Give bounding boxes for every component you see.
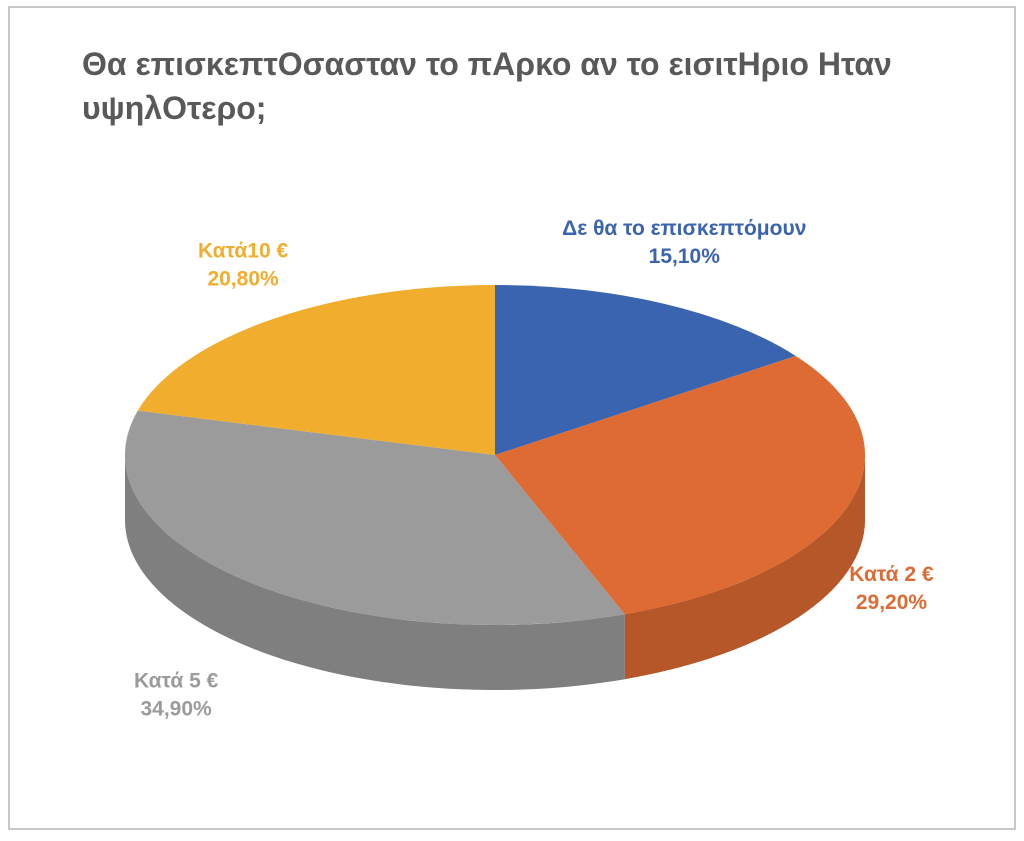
slice-top bbox=[495, 285, 796, 455]
slice bbox=[495, 285, 796, 455]
data-label-name: Κατά10 € bbox=[198, 240, 288, 263]
data-label-name: Κατά 5 € bbox=[134, 670, 219, 693]
slice bbox=[495, 355, 866, 680]
slice bbox=[137, 285, 496, 455]
data-label-name: Κατά 2 € bbox=[849, 563, 934, 586]
slice-side bbox=[624, 455, 865, 680]
data-label-value: 34,90% bbox=[140, 698, 212, 721]
data-label-name: Δε θα το επισκεπτόμουν bbox=[562, 217, 806, 240]
slice-top bbox=[137, 285, 496, 455]
slice-top bbox=[124, 410, 625, 626]
data-label-value: 15,10% bbox=[649, 245, 721, 268]
slice-top bbox=[495, 355, 866, 615]
data-label-value: 29,20% bbox=[856, 591, 928, 614]
slice bbox=[124, 410, 625, 691]
chart-title: Θα επισκεπτOσασταν το πΑρκο αν το εισιτΗ… bbox=[82, 46, 892, 126]
slice-side-shade bbox=[125, 455, 625, 691]
chart-frame bbox=[8, 6, 1016, 830]
slice-side bbox=[125, 455, 625, 691]
data-label-value: 20,80% bbox=[207, 268, 279, 291]
slice-side-shade bbox=[624, 455, 865, 680]
